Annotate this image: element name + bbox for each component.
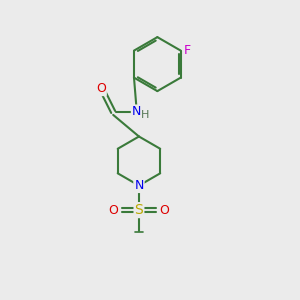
Text: O: O	[159, 204, 169, 217]
Text: S: S	[135, 203, 143, 217]
Text: F: F	[184, 44, 191, 57]
Text: N: N	[134, 179, 144, 192]
Text: O: O	[109, 204, 118, 217]
Text: H: H	[141, 110, 149, 120]
Text: N: N	[132, 106, 141, 118]
Text: O: O	[96, 82, 106, 95]
